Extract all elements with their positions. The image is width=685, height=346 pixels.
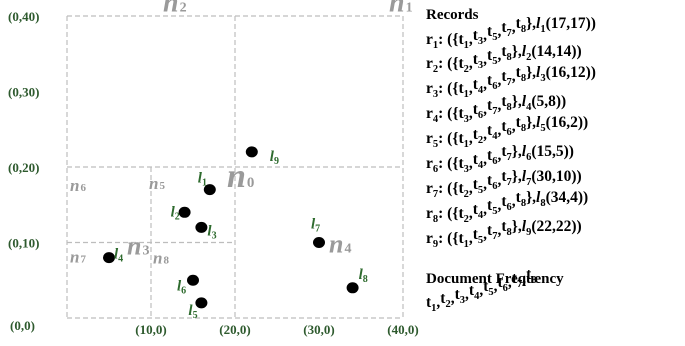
region-label: n7: [70, 248, 86, 267]
grid-lines: [66, 15, 404, 319]
point-label: l5: [188, 303, 197, 321]
records-panel: Records r1: ({t1,t3,t5,t7,t8},l1(17,17))…: [426, 7, 596, 314]
point-marker: [195, 297, 208, 309]
doc-freq-terms: t1,t2,t3,t4,t5,t6,t7,t8: [426, 266, 537, 314]
record-line: r3: ({t1,t4,t6,t7,t8},l3(16,12)): [426, 64, 596, 100]
point-label: l6: [177, 278, 186, 296]
point-marker: [178, 206, 191, 218]
region-label: n8: [153, 249, 169, 268]
point-marker: [195, 221, 208, 233]
axis-label: (0,40): [8, 9, 39, 24]
region-label: n6: [70, 176, 86, 195]
record-line: r8: ({t2,t4,t5,t6,t8},l8(34,4)): [426, 189, 588, 225]
region-label: n4: [329, 230, 351, 259]
point-marker: [313, 237, 325, 248]
axis-label: (30,0): [303, 322, 334, 337]
point-marker: [187, 274, 199, 286]
region-label: n0: [227, 158, 254, 195]
point-label: l1: [198, 171, 207, 189]
point-marker: [245, 146, 258, 158]
point-label: l8: [359, 267, 368, 285]
record-line: r7: ({t2,t5,t6,t7},l7(30,10)): [426, 168, 582, 200]
region-label: n2: [163, 0, 187, 19]
region-label: n5: [149, 174, 165, 193]
point-label: l4: [114, 247, 123, 265]
axis-label: (0,30): [8, 85, 39, 100]
records-list: r1: ({t1,t3,t5,t7,t8},l1(17,17))r2: ({t2…: [426, 15, 596, 250]
record-line: r5: ({t1,t2,t4,t6,t8},l5(16,2)): [426, 114, 588, 150]
record-line: r6: ({t3,t4,t6,t7},l6(15,5)): [426, 143, 574, 175]
point-label: l2: [171, 204, 180, 222]
record-line: r2: ({t2,t3,t5,t8},l2(14,14)): [426, 43, 582, 75]
doc-freq-title: Document Frequency: [426, 271, 564, 287]
point-label: l7: [311, 217, 320, 235]
point-label: l3: [207, 223, 216, 241]
record-line: r1: ({t1,t3,t5,t7,t8},l1(17,17)): [426, 15, 596, 51]
region-labels: n0 n1 n2 n3 n4 n5 n6 n7 n8: [70, 0, 413, 268]
point-marker: [203, 184, 216, 196]
point-marker: [103, 252, 115, 264]
axis-label: (0,0): [10, 318, 35, 333]
region-label: n3: [127, 232, 149, 261]
region-label: n1: [389, 0, 413, 19]
axis-label: (0,10): [8, 236, 39, 251]
axis-label: (0,20): [8, 160, 39, 175]
record-line: r4: ({t3,t6,t7,t8},l4(5,8)): [426, 93, 566, 125]
axis-labels: (0,40) (0,30) (0,20) (0,10) (0,0) (10,0) (20,0…: [8, 9, 419, 337]
point-label: l9: [270, 149, 279, 167]
point-marker: [346, 282, 359, 294]
axis-label: (10,0): [135, 322, 166, 337]
axis-label: (40,0): [387, 322, 418, 337]
record-line: r9: ({t1,t5,t7,t8},l9(22,22)): [426, 218, 582, 250]
axis-label: (20,0): [219, 322, 250, 337]
records-title: Records: [426, 7, 479, 23]
